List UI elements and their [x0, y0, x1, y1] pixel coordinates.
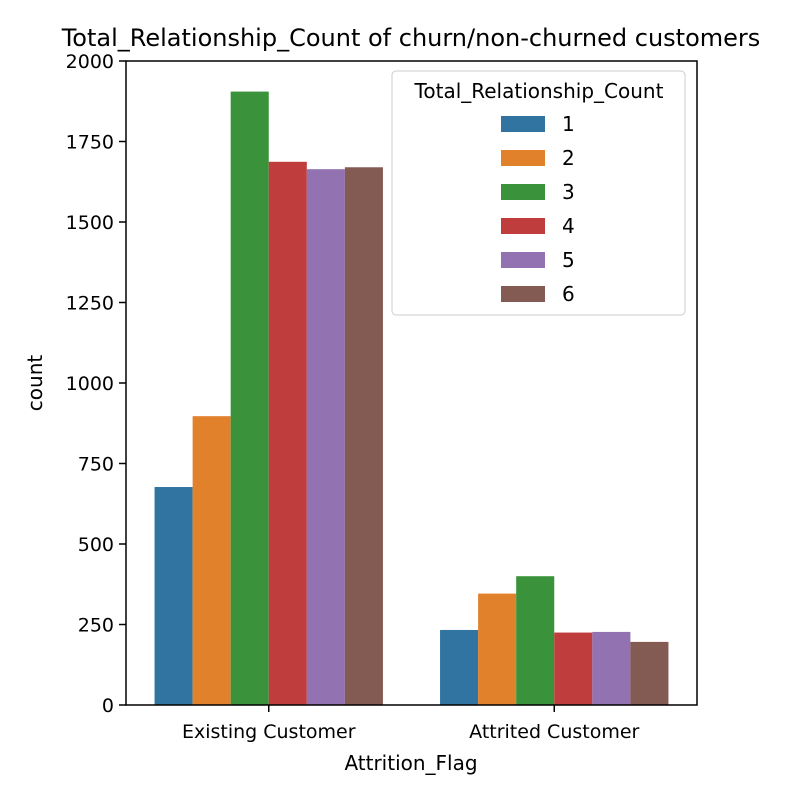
- legend-label-1: 1: [562, 112, 575, 136]
- bar-1-existing-customer: [154, 487, 193, 705]
- legend-swatch-4: [501, 218, 545, 234]
- legend-items: 1 2 3 4 5 6: [501, 112, 575, 306]
- bar-6-existing-customer: [344, 167, 383, 705]
- chart-title: Total_Relationship_Count of churn/non-ch…: [61, 24, 761, 52]
- y-tick-label: 1750: [66, 132, 114, 154]
- bars-group: [154, 91, 669, 706]
- legend-label-2: 2: [562, 146, 575, 170]
- bar-2-attrited-customer: [478, 593, 517, 705]
- legend-swatch-1: [501, 116, 545, 132]
- x-tick-label: Existing Customer: [182, 721, 356, 743]
- y-tick-label: 0: [102, 695, 114, 717]
- legend-swatch-6: [501, 286, 545, 302]
- legend-swatch-5: [501, 252, 545, 268]
- legend-label-6: 6: [562, 282, 575, 306]
- legend-label-5: 5: [562, 248, 575, 272]
- y-tick-label: 1500: [66, 212, 114, 234]
- bar-6-attrited-customer: [630, 641, 669, 705]
- y-tick-label: 2000: [66, 51, 114, 73]
- legend-swatch-2: [501, 150, 545, 166]
- y-axis-label: count: [23, 355, 47, 412]
- legend-label-4: 4: [562, 214, 575, 238]
- y-tick-label: 750: [78, 454, 114, 476]
- y-tick-label: 250: [78, 615, 114, 637]
- y-tick-label: 1250: [66, 293, 114, 315]
- x-axis: Existing Customer Attrited Customer: [182, 705, 640, 743]
- bar-3-attrited-customer: [516, 576, 555, 705]
- y-tick-label: 1000: [66, 373, 114, 395]
- legend: Total_Relationship_Count 1 2 3 4 5 6: [391, 70, 686, 316]
- bar-5-existing-customer: [306, 169, 345, 705]
- y-tick-label: 500: [78, 534, 114, 556]
- bar-2-existing-customer: [192, 416, 231, 705]
- bar-3-existing-customer: [230, 91, 269, 706]
- bar-5-attrited-customer: [592, 631, 631, 705]
- x-axis-label: Attrition_Flag: [344, 751, 477, 775]
- legend-title: Total_Relationship_Count: [414, 79, 664, 103]
- y-axis: 0 250 500 750 1000 1250 1500 1750 2000: [66, 51, 126, 717]
- legend-label-3: 3: [562, 180, 575, 204]
- x-tick-label: Attrited Customer: [469, 721, 639, 743]
- bar-1-attrited-customer: [440, 629, 479, 705]
- legend-swatch-3: [501, 184, 545, 200]
- plot-frame: [125, 60, 698, 706]
- bar-4-attrited-customer: [554, 632, 593, 705]
- bar-4-existing-customer: [268, 161, 307, 706]
